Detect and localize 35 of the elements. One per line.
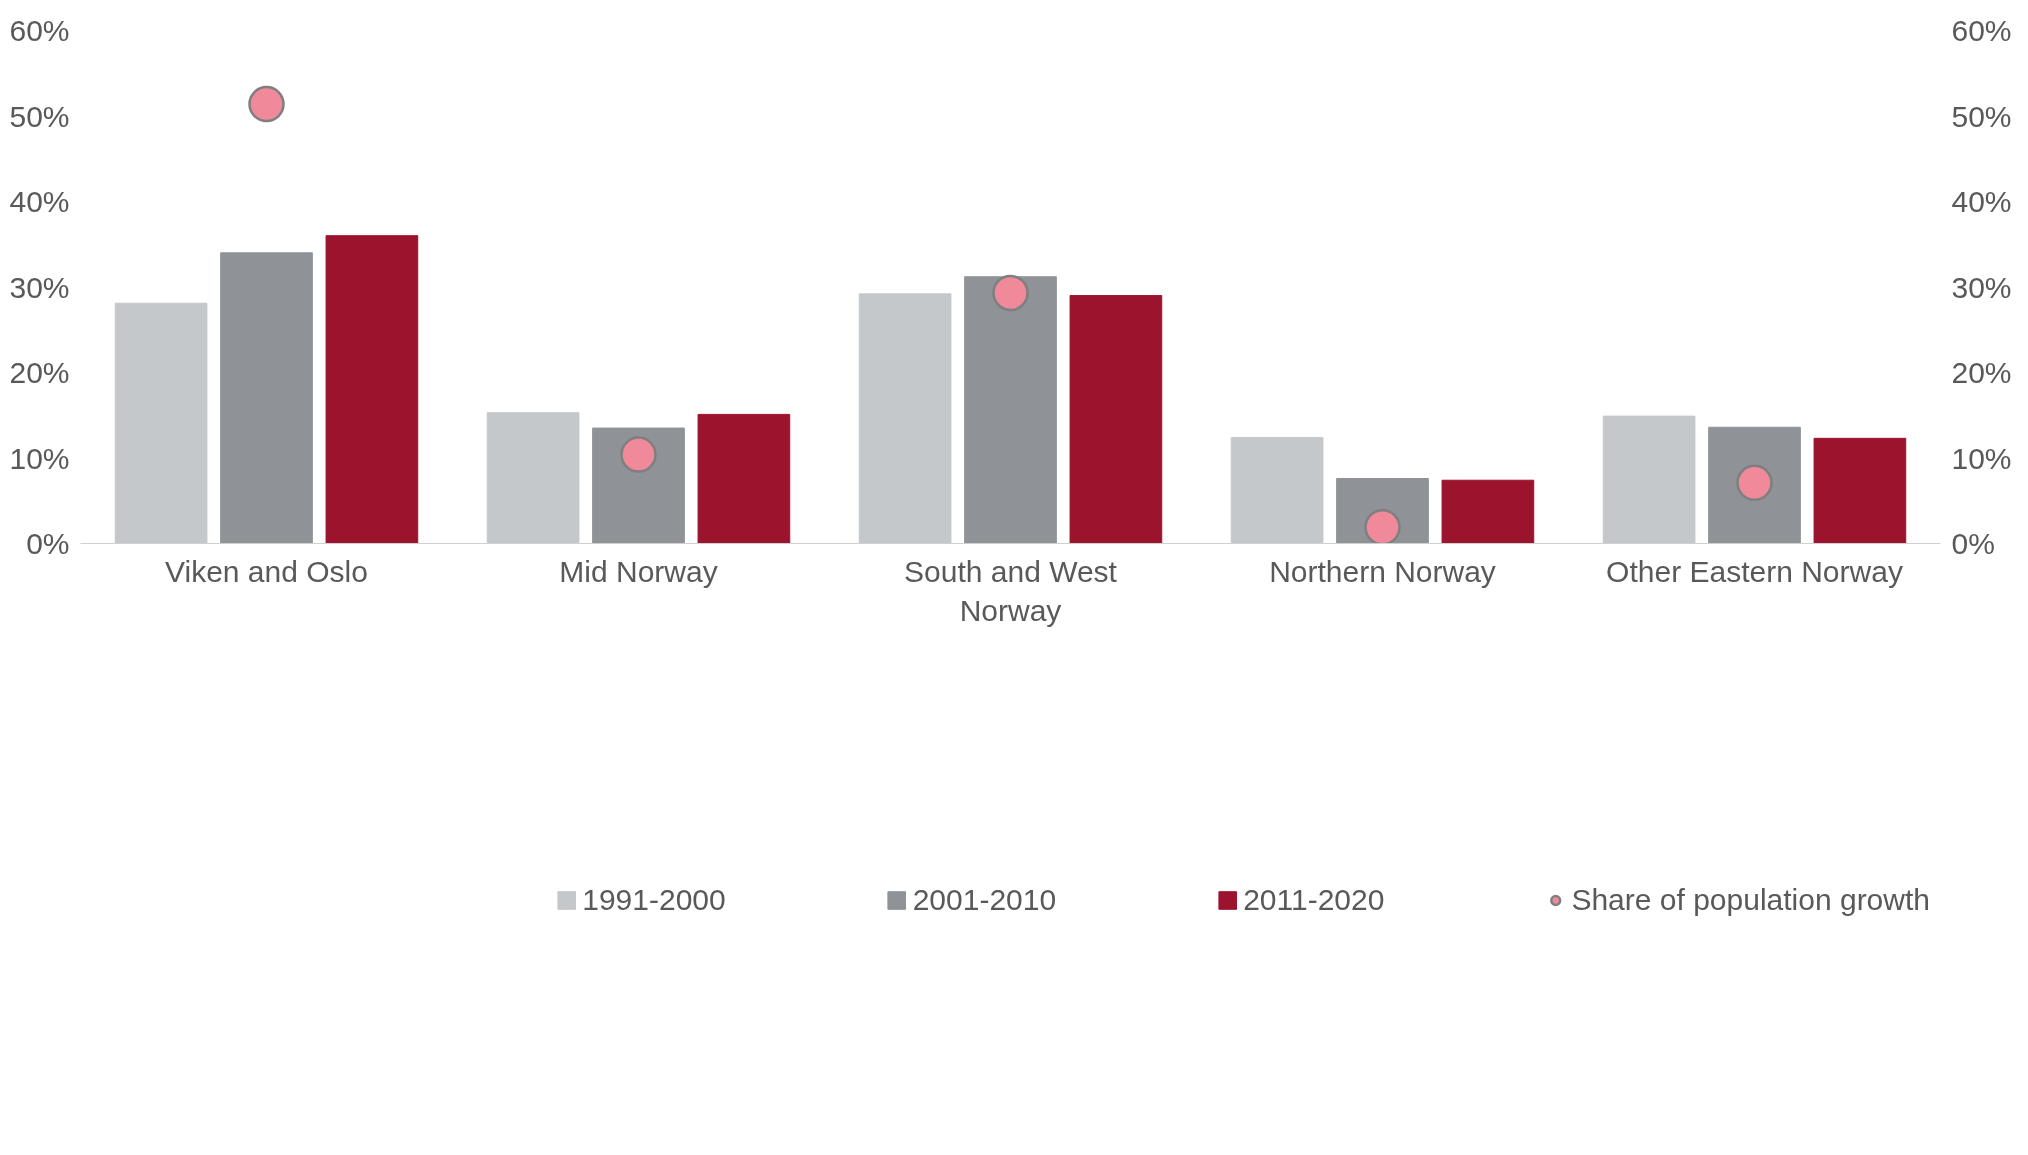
bar <box>220 252 313 544</box>
y2-tick-label: 20% <box>1951 356 2012 389</box>
bar <box>325 235 419 544</box>
y-tick-label: 50% <box>9 99 70 133</box>
x-tick-label: Viken and Oslo <box>165 554 368 588</box>
legend-label: Share of population growth <box>1571 883 1930 917</box>
y2-tick-label: 40% <box>1951 185 2012 218</box>
y-tick-label: 0% <box>26 527 70 560</box>
x-tick-label: Northern Norway <box>1269 554 1496 588</box>
y-tick-label: 40% <box>9 185 70 218</box>
point <box>620 436 657 473</box>
y2-tick-label: 30% <box>1951 270 2012 304</box>
bar <box>592 427 685 544</box>
y-tick-label: 30% <box>9 270 70 304</box>
bar <box>1813 437 1907 544</box>
y-tick-label: 60% <box>9 14 70 47</box>
x-tick-label: South and West Norway <box>904 554 1118 628</box>
point <box>248 85 285 123</box>
y-tick-label: 20% <box>9 356 70 389</box>
y2-tick-label: 50% <box>1951 99 2012 133</box>
y2-tick-label: 0% <box>1951 527 1995 560</box>
bar <box>697 413 791 544</box>
bar <box>1441 479 1535 544</box>
y2-tick-label: 60% <box>1951 14 2012 47</box>
legend-label: 2001-2010 <box>912 883 1057 917</box>
y2-tick-label: 10% <box>1951 441 2012 475</box>
bar <box>964 276 1057 544</box>
legend-label: 2011-2020 <box>1243 883 1385 917</box>
bar <box>1069 295 1163 544</box>
y-tick-label: 10% <box>9 441 70 475</box>
x-tick-label: Other Eastern Norway <box>1606 554 1903 588</box>
point <box>992 274 1029 312</box>
x-tick-label: Mid Norway <box>559 554 718 588</box>
legend-label: 1991-2000 <box>582 883 726 917</box>
bar <box>1708 426 1801 544</box>
